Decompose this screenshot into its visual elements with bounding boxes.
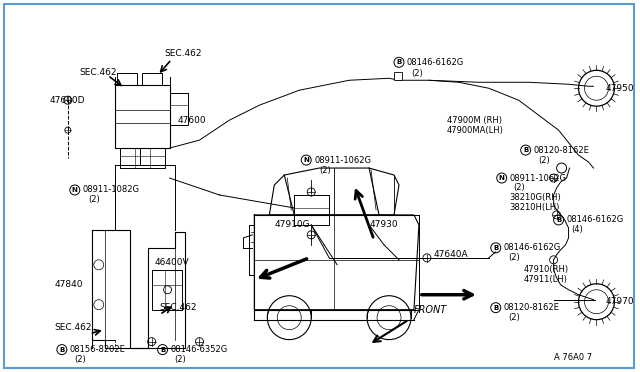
Bar (394, 72, 402, 80)
Text: 47640A: 47640A (434, 250, 468, 259)
Text: (2): (2) (514, 183, 525, 192)
Text: FRONT: FRONT (414, 305, 447, 315)
Text: 08120-8162E: 08120-8162E (534, 145, 589, 155)
Text: 08146-6162G: 08146-6162G (407, 58, 464, 67)
Text: N: N (303, 157, 309, 163)
Text: B: B (396, 59, 402, 65)
Text: 47600: 47600 (177, 116, 206, 125)
Text: B: B (160, 347, 165, 353)
Text: B: B (493, 245, 499, 251)
Text: 38210H(LH): 38210H(LH) (509, 203, 560, 212)
Text: 47600D: 47600D (50, 96, 85, 105)
Text: B: B (523, 147, 528, 153)
Text: B: B (556, 217, 561, 223)
Text: 38210G(RH): 38210G(RH) (509, 193, 561, 202)
Text: SEC.462: SEC.462 (55, 323, 92, 332)
Text: 47900MA(LH): 47900MA(LH) (447, 126, 504, 135)
Text: 47900M (RH): 47900M (RH) (447, 116, 502, 125)
Text: 08911-1062G: 08911-1062G (314, 155, 371, 164)
Text: 08156-8202E: 08156-8202E (70, 345, 125, 354)
Text: (2): (2) (539, 155, 550, 164)
Text: A 76A0 7: A 76A0 7 (554, 353, 592, 362)
Text: SEC.462: SEC.462 (164, 49, 202, 58)
Text: (2): (2) (175, 355, 186, 364)
Text: B: B (493, 305, 499, 311)
Text: (4): (4) (572, 225, 583, 234)
Text: B: B (60, 347, 65, 353)
Text: 08120-8162E: 08120-8162E (504, 303, 559, 312)
Text: SEC.462: SEC.462 (159, 303, 197, 312)
Text: 47910G: 47910G (275, 220, 310, 230)
Text: 46400V: 46400V (155, 258, 189, 267)
Text: 08146-6352G: 08146-6352G (171, 345, 228, 354)
Text: 08911-1082G: 08911-1082G (83, 186, 140, 195)
Text: 47950: 47950 (605, 84, 634, 93)
Text: 47930: 47930 (369, 220, 397, 230)
Text: (2): (2) (509, 313, 520, 322)
Text: 47911(LH): 47911(LH) (524, 275, 568, 284)
Text: 47970: 47970 (605, 297, 634, 306)
Text: N: N (499, 175, 505, 181)
Text: (2): (2) (74, 355, 86, 364)
Text: N: N (72, 187, 77, 193)
Text: (2): (2) (509, 253, 520, 262)
Text: 08146-6162G: 08146-6162G (504, 243, 561, 252)
Text: (2): (2) (88, 195, 100, 205)
Text: 08146-6162G: 08146-6162G (566, 215, 624, 224)
Text: (2): (2) (319, 166, 331, 174)
Text: 08911-1062G: 08911-1062G (509, 173, 566, 183)
Text: 47910(RH): 47910(RH) (524, 265, 569, 274)
Text: SEC.462: SEC.462 (80, 68, 117, 77)
Text: 47840: 47840 (55, 280, 83, 289)
Text: (2): (2) (411, 69, 422, 78)
